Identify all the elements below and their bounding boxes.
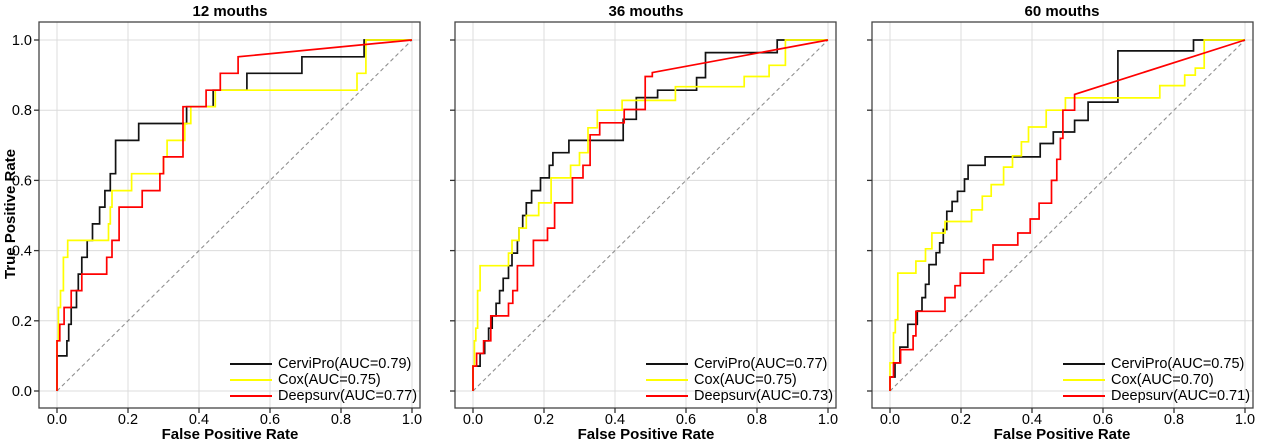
- panel-border: [454, 21, 837, 409]
- legend-item-cervipro: CerviPro(AUC=0.77): [646, 356, 838, 372]
- y-tick-label: 0.0: [12, 384, 32, 400]
- legend-label-cervipro: CerviPro(AUC=0.77): [694, 356, 828, 372]
- panel-title-12-months: 12 mouths: [192, 3, 268, 20]
- legend-label-cervipro: CerviPro(AUC=0.79): [278, 356, 412, 372]
- x-tick-label: 0.2: [951, 412, 971, 428]
- deepsurv-line-swatch: [646, 395, 688, 397]
- x-tick-label: 0.4: [605, 412, 625, 428]
- legend-item-cox: Cox(AUC=0.75): [230, 372, 422, 388]
- cervipro-line-swatch: [646, 363, 688, 365]
- x-tick-label: 0.2: [534, 412, 554, 428]
- roc-curve-cervipro: [889, 39, 1245, 391]
- x-tick-label: 0.6: [260, 412, 280, 428]
- x-tick-label: 0.6: [1093, 412, 1113, 428]
- y-axis-title: True Positive Rate: [2, 148, 19, 280]
- legend-item-deepsurv: Deepsurv(AUC=0.71): [1063, 388, 1255, 404]
- legend-panel2: CerviPro(AUC=0.77) Cox(AUC=0.75) Deepsur…: [646, 356, 838, 404]
- legend-item-cervipro: CerviPro(AUC=0.79): [230, 356, 422, 372]
- legend-label-deepsurv: Deepsurv(AUC=0.77): [278, 388, 418, 404]
- chance-diagonal-line: [889, 39, 1246, 392]
- legend-label-cox: Cox(AUC=0.75): [694, 372, 797, 388]
- y-tick-label: 0.4: [12, 244, 32, 260]
- x-tick-label: 0.8: [747, 412, 767, 428]
- legend-label-deepsurv: Deepsurv(AUC=0.73): [694, 388, 834, 404]
- legend-panel1: CerviPro(AUC=0.79) Cox(AUC=0.75) Deepsur…: [230, 356, 422, 404]
- x-axis-title-panel1: False Positive Rate: [161, 426, 299, 443]
- roc-curve-cox: [56, 39, 412, 391]
- x-tick-label: 0.0: [880, 412, 900, 428]
- x-axis-title-panel2: False Positive Rate: [577, 426, 715, 443]
- x-tick-label: 1.0: [1235, 412, 1255, 428]
- x-tick-label: 0.6: [676, 412, 696, 428]
- cox-line-swatch: [230, 379, 272, 381]
- roc-curve-cervipro: [472, 39, 828, 391]
- legend-panel3: CerviPro(AUC=0.75) Cox(AUC=0.70) Deepsur…: [1063, 356, 1255, 404]
- roc-curve-deepsurv: [56, 39, 413, 391]
- panel-title-60-months: 60 mouths: [1024, 3, 1100, 20]
- cox-line-swatch: [1063, 379, 1105, 381]
- x-tick-label: 1.0: [402, 412, 422, 428]
- legend-label-cox: Cox(AUC=0.75): [278, 372, 381, 388]
- roc-curve-cox: [889, 39, 1245, 391]
- legend-label-deepsurv: Deepsurv(AUC=0.71): [1111, 388, 1251, 404]
- x-tick-label: 0.4: [189, 412, 209, 428]
- x-tick-label: 0.2: [118, 412, 138, 428]
- cervipro-line-swatch: [1063, 363, 1105, 365]
- legend-item-cox: Cox(AUC=0.70): [1063, 372, 1255, 388]
- x-tick-label: 0.0: [463, 412, 483, 428]
- x-tick-label: 0.8: [1164, 412, 1184, 428]
- legend-item-cox: Cox(AUC=0.75): [646, 372, 838, 388]
- panel-border: [871, 21, 1254, 409]
- cervipro-line-swatch: [230, 363, 272, 365]
- x-axis-title-panel3: False Positive Rate: [993, 426, 1131, 443]
- chance-diagonal-line: [56, 39, 413, 392]
- y-tick-label: 0.6: [12, 173, 32, 189]
- cox-line-swatch: [646, 379, 688, 381]
- y-tick-label: 0.8: [12, 103, 32, 119]
- legend-item-cervipro: CerviPro(AUC=0.75): [1063, 356, 1255, 372]
- deepsurv-line-swatch: [1063, 395, 1105, 397]
- x-tick-label: 1.0: [818, 412, 838, 428]
- legend-item-deepsurv: Deepsurv(AUC=0.77): [230, 388, 422, 404]
- deepsurv-line-swatch: [230, 395, 272, 397]
- legend-label-cox: Cox(AUC=0.70): [1111, 372, 1214, 388]
- panel-title-36-months: 36 mouths: [608, 3, 684, 20]
- roc-curve-deepsurv: [889, 39, 1246, 391]
- x-tick-label: 0.4: [1022, 412, 1042, 428]
- y-tick-label: 1.0: [12, 33, 32, 49]
- chance-diagonal-line: [472, 39, 829, 392]
- x-tick-label: 0.8: [331, 412, 351, 428]
- roc-curve-cox: [472, 39, 828, 391]
- legend-label-cervipro: CerviPro(AUC=0.75): [1111, 356, 1245, 372]
- panel-border: [38, 21, 421, 409]
- legend-item-deepsurv: Deepsurv(AUC=0.73): [646, 388, 838, 404]
- x-tick-label: 0.0: [47, 412, 67, 428]
- y-tick-label: 0.2: [12, 314, 32, 330]
- roc-curve-deepsurv: [472, 39, 829, 391]
